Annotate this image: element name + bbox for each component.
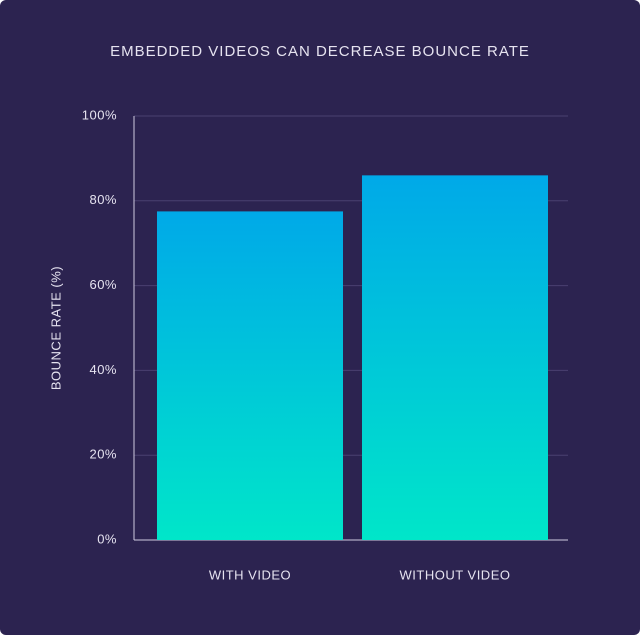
y-tick-label: 60% xyxy=(89,277,117,292)
chart-title: EMBEDDED VIDEOS CAN DECREASE BOUNCE RATE xyxy=(110,43,530,60)
y-tick-label: 40% xyxy=(89,362,117,377)
bar xyxy=(157,211,343,540)
y-tick-label: 100% xyxy=(82,107,117,122)
x-tick-label: WITHOUT VIDEO xyxy=(400,567,511,582)
y-tick-label: 80% xyxy=(89,192,117,207)
y-tick-label: 20% xyxy=(89,447,117,462)
y-axis-label: BOUNCE RATE (%) xyxy=(48,266,63,390)
x-tick-label: WITH VIDEO xyxy=(209,567,291,582)
y-tick-label: 0% xyxy=(97,531,117,546)
bar xyxy=(362,175,548,541)
